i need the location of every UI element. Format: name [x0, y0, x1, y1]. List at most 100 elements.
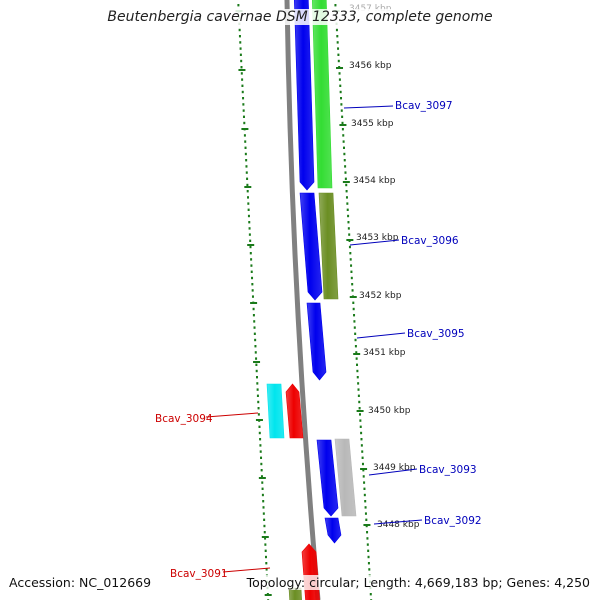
tick-dot [251, 289, 254, 292]
tick-dot [247, 214, 250, 218]
tick-dot [243, 121, 246, 125]
map-title: Beutenbergia cavernae DSM 12333, complet… [0, 9, 600, 25]
tick-dash [264, 594, 272, 596]
tick-dash [258, 477, 266, 479]
tick-dot [261, 493, 264, 497]
tick-dot [357, 388, 360, 391]
tick-dot [262, 512, 265, 515]
tick-dot [254, 351, 257, 354]
tick-dot [364, 500, 367, 503]
leader-line [205, 412, 259, 418]
tick-dot [348, 233, 351, 236]
scale-label-3448: 3448 kbp [377, 520, 420, 530]
tick-dot [335, 28, 338, 32]
tick-dot [342, 140, 345, 143]
tick-dot [247, 196, 250, 199]
tick-dot [360, 444, 363, 447]
tick-dot [257, 400, 260, 404]
tick-dot [248, 227, 251, 230]
tick-dot [367, 549, 370, 552]
tick-dot [344, 177, 347, 180]
tick-dot [263, 524, 266, 528]
tick-dot [353, 320, 356, 323]
gene-bcav-3096-bar [318, 192, 339, 300]
gene-bcav-3092-bar [324, 517, 342, 544]
tick-dot [255, 363, 258, 366]
tick-dot [340, 103, 343, 106]
tick-dash [339, 124, 347, 126]
tick-dot [259, 438, 262, 441]
tick-dot [340, 97, 343, 100]
tick-dot [239, 47, 242, 50]
gene-bcav-3091-bar [301, 543, 320, 600]
leader-line [222, 567, 271, 573]
tick-dash [346, 239, 354, 241]
tick-dot [251, 283, 254, 286]
tick-dot [240, 66, 243, 69]
tick-dot [341, 115, 344, 118]
tick-dot [345, 190, 348, 193]
tick-dot [342, 134, 345, 137]
gene-label-bcav-3094: Bcav_3094 [155, 413, 213, 425]
scale-label-3452: 3452 kbp [359, 291, 402, 301]
tick-dot [252, 314, 255, 317]
tick-dot [358, 407, 361, 410]
tick-dot [348, 245, 351, 249]
tick-dot [364, 512, 367, 515]
tick-dot [341, 121, 344, 125]
tick-dot [241, 84, 244, 87]
tick-dot [252, 307, 255, 311]
tick-dot [358, 413, 361, 416]
tick-dash [336, 67, 344, 69]
gene-label-bcav-3093: Bcav_3093 [419, 464, 477, 476]
backbone [284, 0, 321, 600]
tick-dot [357, 382, 360, 385]
tick-dot [245, 159, 248, 162]
tick-dash [353, 353, 361, 355]
tick-dot [353, 326, 356, 329]
tick-dot [260, 469, 263, 472]
tick-dot [242, 109, 245, 112]
tick-dot [250, 264, 253, 267]
tick-dash [360, 468, 368, 470]
leader-line [368, 468, 418, 476]
tick-dot [367, 562, 370, 565]
tick-dot [253, 326, 256, 329]
tick-dot [361, 450, 364, 453]
tick-dot [358, 400, 361, 404]
tick-dot [367, 555, 370, 559]
tick-dot [359, 419, 362, 422]
tick-dot [246, 190, 249, 193]
tick-dot [351, 283, 354, 286]
tick-dot [248, 221, 251, 224]
tick-dot [259, 450, 262, 453]
tick-dot [241, 90, 244, 94]
tick-dot [255, 357, 258, 360]
tick-dash [255, 419, 263, 421]
leader-line [373, 519, 423, 525]
gene-gray-bar [334, 438, 357, 517]
tick-dot [344, 165, 347, 168]
gene-blue-bar [299, 192, 323, 301]
tick-dot [249, 239, 252, 242]
tick-dot [264, 549, 267, 552]
tick-dot [368, 568, 371, 571]
tick-dot [248, 233, 251, 236]
tick-dot [352, 307, 355, 311]
tick-dot [244, 146, 247, 149]
tick-dot [238, 35, 241, 38]
tick-dot [356, 376, 359, 379]
tick-dot [344, 171, 347, 174]
tick-dot [355, 351, 358, 354]
tick-dot [249, 252, 252, 255]
tick-dot [353, 314, 356, 317]
tick-dot [264, 537, 267, 540]
scale-label-3450: 3450 kbp [368, 406, 411, 416]
tick-dot [259, 444, 262, 447]
tick-dash [253, 361, 261, 363]
tick-dot [237, 4, 240, 7]
summary-text: Topology: circular; Length: 4,669,183 bp… [246, 575, 590, 590]
gene-cyan-bar [266, 383, 285, 439]
